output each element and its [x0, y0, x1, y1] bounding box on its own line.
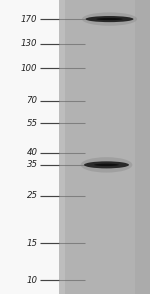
Ellipse shape [84, 161, 129, 168]
Text: 55: 55 [27, 119, 38, 128]
Text: 40: 40 [27, 148, 38, 157]
Bar [135, 0, 150, 294]
Text: 25: 25 [27, 191, 38, 201]
Text: 15: 15 [27, 238, 38, 248]
Text: 35: 35 [27, 160, 38, 169]
Ellipse shape [81, 157, 132, 173]
Text: 170: 170 [21, 15, 38, 24]
Bar [59, 0, 65, 294]
Ellipse shape [96, 18, 123, 20]
Ellipse shape [82, 12, 137, 26]
Ellipse shape [94, 164, 119, 166]
Text: 100: 100 [21, 64, 38, 73]
Bar [0, 0, 59, 294]
Text: 70: 70 [27, 96, 38, 106]
Text: 10: 10 [27, 276, 38, 285]
Bar [59, 0, 150, 294]
Text: 130: 130 [21, 39, 38, 48]
Ellipse shape [85, 16, 134, 22]
